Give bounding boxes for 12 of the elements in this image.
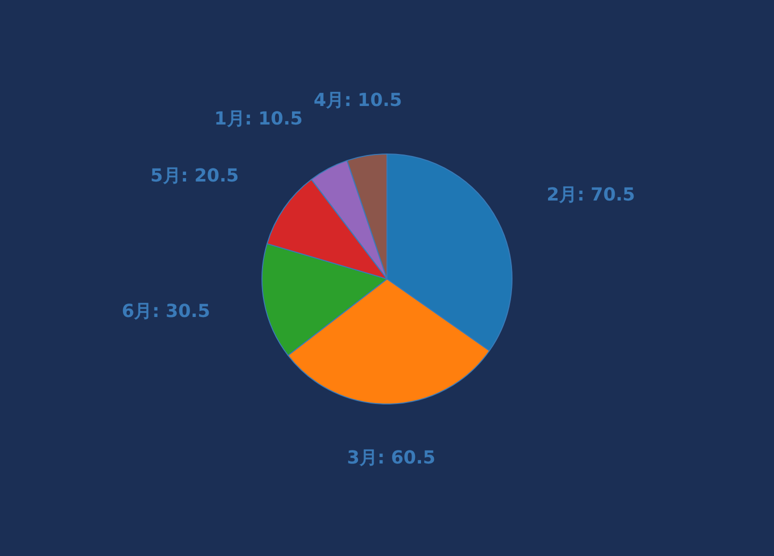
slice-label: 2月 — [546, 184, 578, 206]
data-label: : 60.5 — [378, 448, 436, 469]
data-label: : 20.5 — [180, 166, 239, 187]
data-label: : 10.5 — [244, 108, 303, 130]
slice-label: 6月 — [122, 300, 152, 322]
slice-label: 1月 — [214, 108, 245, 130]
data-label: : 30.5 — [152, 300, 210, 322]
slice-label: 4月 — [314, 90, 344, 112]
slice-label: 5月 — [150, 166, 181, 187]
data-label: : 10.5 — [344, 90, 402, 112]
slice-label: 3月 — [346, 448, 378, 469]
data-label: : 70.5 — [577, 184, 636, 206]
